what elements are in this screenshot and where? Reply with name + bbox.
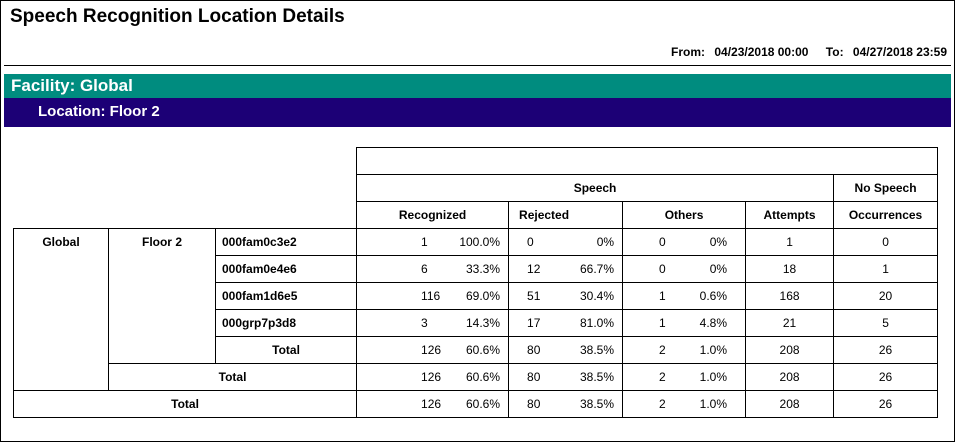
recognized-cell: 126 60.6% [356,363,510,391]
col-rejected: Rejected [508,201,624,229]
to-value: 04/27/2018 23:59 [852,45,947,59]
rejected-cell: 80 38.5% [508,363,624,391]
attempts-cell: 168 [745,282,835,310]
header-row-groups: Speech No Speech [14,174,939,202]
rejected-cell: 80 38.5% [508,390,624,418]
total-label: Total [107,363,358,391]
header-divider [4,65,951,66]
rejected-cell: 17 81.0% [508,309,624,337]
others-cell: 0 0% [622,255,747,283]
rejected-cell: 12 66.7% [508,255,624,283]
header-row-columns: Recognized Rejected Others Attempts Occu… [14,201,939,229]
facility-total-row: Total 126 60.6% 80 38.5% 2 1.0% 208 26 [14,363,939,391]
occurrences-cell: 0 [833,228,939,256]
occurrences-cell: 26 [833,363,939,391]
total-label: Total [214,336,358,364]
facility-banner: Facility: Global [4,74,951,98]
recognized-cell: 3 14.3% [356,309,510,337]
recognized-cell: 1 100.0% [356,228,510,256]
from-value: 04/23/2018 00:00 [714,45,809,59]
others-cell: 1 0.6% [622,282,747,310]
recognized-cell: 126 60.6% [356,336,510,364]
occurrences-cell: 5 [833,309,939,337]
others-cell: 0 0% [622,228,747,256]
location-cell: Floor 2 [108,228,216,364]
header-blank-cell [356,147,939,175]
attempts-cell: 1 [745,228,835,256]
device-name: 000fam1d6e5 [214,282,358,310]
occurrences-cell: 26 [833,336,939,364]
col-occurrences: Occurrences [833,201,939,229]
total-label: Total [12,390,358,418]
recognized-cell: 126 60.6% [356,390,510,418]
attempts-cell: 208 [745,336,835,364]
report-title: Speech Recognition Location Details [10,6,345,27]
date-range: From: 04/23/2018 00:00 To: 04/27/2018 23… [665,45,947,59]
col-attempts: Attempts [745,201,835,229]
rejected-cell: 80 38.5% [508,336,624,364]
facility-cell: Global [13,228,109,391]
location-total-row: Total 126 60.6% 80 38.5% 2 1.0% 208 26 [14,336,939,364]
rejected-cell: 0 0% [508,228,624,256]
attempts-cell: 18 [745,255,835,283]
others-cell: 2 1.0% [622,390,747,418]
attempts-cell: 208 [745,390,835,418]
device-name: 000fam0c3e2 [214,228,358,256]
attempts-cell: 21 [745,309,835,337]
col-others: Others [622,201,747,229]
no-speech-group-header: No Speech [833,174,939,202]
to-label: To: [825,45,844,59]
speech-group-header: Speech [356,174,835,202]
occurrences-cell: 26 [833,390,939,418]
grand-total-row: Total 126 60.6% 80 38.5% 2 1.0% 208 26 [12,390,939,418]
table-row: Global Floor 2 000fam0c3e2 1 100.0% 0 0% 0… [13,228,939,391]
recognized-cell: 6 33.3% [356,255,510,283]
rejected-cell: 51 30.4% [508,282,624,310]
occurrences-cell: 1 [833,255,939,283]
from-label: From: [671,45,706,59]
header-row-blank [14,147,939,175]
device-name: 000fam0e4e6 [214,255,358,283]
location-banner: Location: Floor 2 [4,98,951,127]
others-cell: 2 1.0% [622,336,747,364]
recognized-cell: 116 69.0% [356,282,510,310]
col-recognized: Recognized [356,201,510,229]
details-table: Speech No Speech Recognized Rejected Oth… [12,147,939,418]
attempts-cell: 208 [745,363,835,391]
others-cell: 2 1.0% [622,363,747,391]
occurrences-cell: 20 [833,282,939,310]
table-row: 000fam0e4e6 6 33.3% 12 66.7% 0 0% 18 1 [14,255,939,283]
others-cell: 1 4.8% [622,309,747,337]
device-name: 000grp7p3d8 [214,309,358,337]
